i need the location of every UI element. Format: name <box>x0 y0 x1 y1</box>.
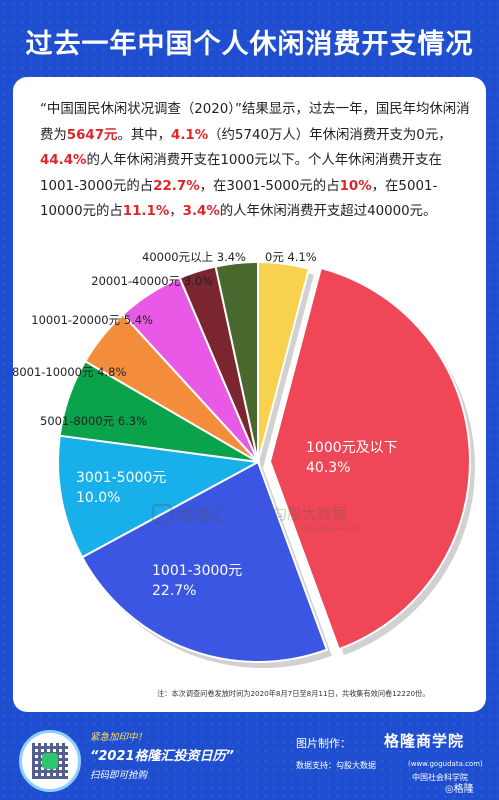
slice-value: 22.7% <box>152 583 196 599</box>
slice-label: 8001-10000元 4.8% <box>12 365 126 379</box>
intro-text-2: 。其中， <box>117 127 172 143</box>
intro-paragraph: “中国国民休闲状况调查（2020）”结果显示，过去一年，国民年均休闲消费为564… <box>40 97 472 225</box>
weibo-handle: ◎格隆 <box>445 780 474 795</box>
intro-highlight-3001-5000: 10% <box>339 178 372 194</box>
promo-line-1: 紧急加印中！ <box>90 732 148 743</box>
intro-text-6: ，在5001-10000元的占 <box>40 178 438 220</box>
promo-line-2: “2021格隆汇投资日历” <box>90 749 234 764</box>
promo-line-3: 扫码即可抢购 <box>90 770 148 781</box>
slice-label: 3001-5000元 <box>76 470 166 486</box>
watermark: 格隆汇 勾股大数据 www.gogudata.com <box>151 500 360 532</box>
pie-slice-1 <box>268 266 471 651</box>
intro-highlight-avg: 5647元 <box>66 127 118 143</box>
intro-text-5: ，在3001-5000元的占 <box>199 178 340 194</box>
data-source-cass: 中国社会科学院 <box>412 773 468 782</box>
intro-highlight-under1000: 44.4% <box>40 153 87 168</box>
slice-value: 10.0% <box>76 490 120 506</box>
intro-text-8: 的人年休闲消费开支超过40000元。 <box>219 204 437 219</box>
slice-label: 1000元及以下 <box>306 440 398 456</box>
wechat-icon <box>42 753 58 769</box>
promo-block: 紧急加印中！ “2021格隆汇投资日历” 扫码即可抢购 <box>90 729 234 781</box>
watermark-url: www.gogudata.com <box>300 525 360 532</box>
pie-slice-8 <box>214 260 259 463</box>
intro-highlight-over40000: 3.4% <box>182 204 220 219</box>
intro-highlight-1001-3000: 22.7% <box>153 178 200 194</box>
intro-highlight-zero: 4.1% <box>171 127 209 143</box>
slice-label: 1001-3000元 <box>152 563 242 579</box>
weibo-name: 格隆 <box>453 784 474 795</box>
survey-note: 注：本次调查问卷发放时间为2020年8月7日至8月11日，共收集有效问卷1222… <box>157 689 430 698</box>
weibo-icon: ◎ <box>445 784 454 795</box>
slice-label: 0元 4.1% <box>265 250 317 264</box>
pie-slices <box>57 260 471 663</box>
slice-label: 40000元以上 3.4% <box>142 250 246 264</box>
intro-highlight-5001-10000: 11.1% <box>122 204 170 219</box>
slice-label: 20001-40000元 3.0% <box>91 274 213 288</box>
slice-label: 10001-20000元 5.4% <box>31 313 153 327</box>
credits-block: 图片制作： 格隆商学院 数据支持：勾股大数据 (www.gogudata.com… <box>296 732 483 782</box>
pie-slice-3 <box>57 434 262 559</box>
page-title: 过去一年中国个人休闲消费开支情况 <box>25 29 474 60</box>
qr-code[interactable] <box>19 730 81 792</box>
pie-labels: 0元 4.1% 1000元及以下 40.3% 1001-3000元 22.7% 3001-… <box>12 250 398 599</box>
pie-slice-2 <box>80 460 329 663</box>
slice-label: 5001-8000元 6.3% <box>40 414 147 428</box>
intro-text-1: “中国国民休闲状况调查（2020）”结果显示，过去一年，国民年均休闲消费为 <box>40 102 470 143</box>
intro-text-4: 的人年休闲消费开支在1000元以下。个人年休闲消费开支在1001-3000元的占 <box>40 153 442 194</box>
watermark-right: 勾股大数据 <box>272 505 347 523</box>
brand-name: 格隆商学院 <box>384 732 465 750</box>
maker-label: 图片制作： <box>296 737 351 750</box>
data-source-site: (www.gogudata.com) <box>408 760 483 768</box>
data-source: 数据支持：勾股大数据 <box>296 761 376 770</box>
intro-text-3: （约5740万人）年休闲消费开支为0元， <box>208 127 452 143</box>
intro-text-7: ， <box>169 204 183 219</box>
slice-value: 40.3% <box>306 460 350 476</box>
watermark-left: 格隆汇 <box>177 505 228 526</box>
